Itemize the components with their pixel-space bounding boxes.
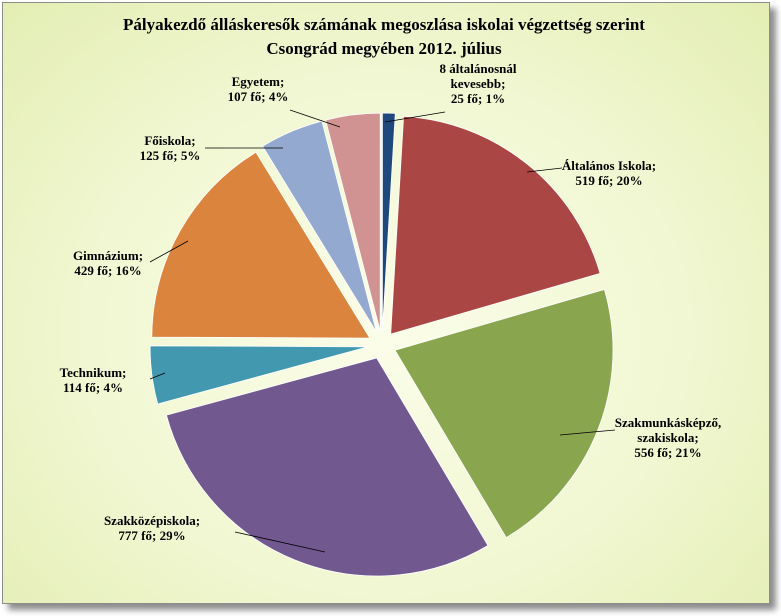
pie-slice: [165, 357, 489, 577]
leader-line: [559, 429, 616, 436]
slice-label: Főiskola; 125 fő; 5%: [140, 133, 201, 163]
pie-slice: [394, 289, 614, 539]
slice-label: Szakmunkásképző, szakiskola; 556 fő; 21%: [615, 415, 722, 460]
slice-label: Technikum; 114 fő; 4%: [60, 365, 127, 395]
chart-title-line-2: Csongrád megyében 2012. július: [266, 39, 502, 58]
slice-label: Szakközépiskola; 777 fő; 29%: [104, 513, 200, 543]
pie-slices: [149, 112, 614, 577]
leader-line: [234, 531, 326, 553]
pie-slice: [151, 151, 371, 339]
chart-title: Pályakezdő álláskeresők számának megoszl…: [123, 15, 645, 58]
leader-line: [149, 372, 166, 380]
leader-lines: [149, 109, 616, 553]
pie-slice: [382, 112, 396, 332]
slice-label: Általános Iskola; 519 fő; 20%: [562, 158, 656, 188]
slice-label: 8 általánosnál kevesebb; 25 fő; 1%: [440, 61, 517, 106]
leader-line: [526, 167, 563, 173]
chart-title-line-1: Pályakezdő álláskeresők számának megoszl…: [123, 15, 645, 34]
slice-label: Egyetem; 107 fő; 4%: [228, 74, 289, 104]
leader-line: [289, 109, 341, 128]
leader-line: [384, 111, 446, 123]
pie-slice: [325, 112, 381, 332]
slice-label: Gimnázium; 429 fő; 16%: [73, 248, 143, 278]
leader-line: [149, 240, 189, 263]
data-labels: 8 általánosnál kevesebb; 25 fő; 1% Általáno…: [60, 61, 722, 543]
pie-slice: [390, 115, 601, 335]
pie-slice: [149, 345, 369, 405]
